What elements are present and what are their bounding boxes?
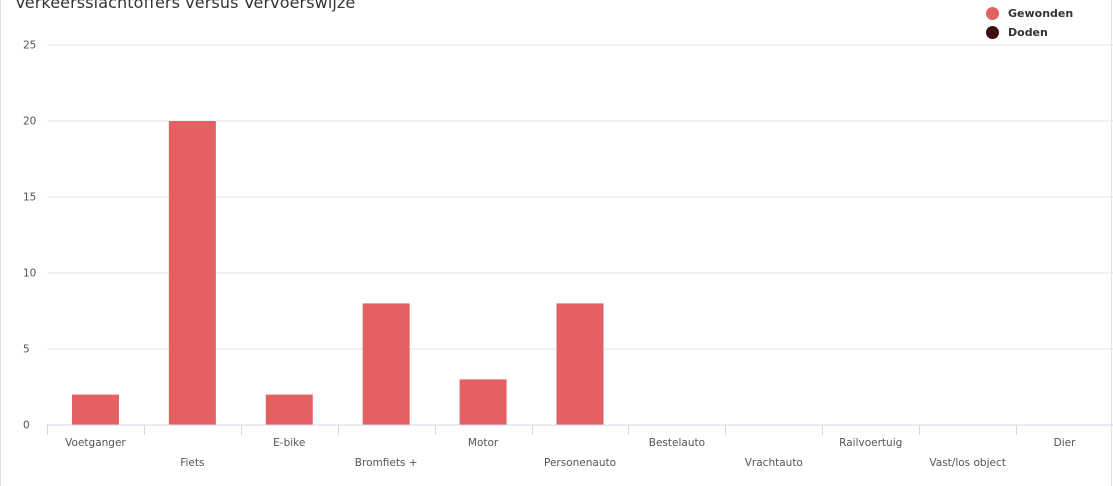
- bar-gewonden-bromfiets-: [362, 303, 410, 425]
- x-tick-label: Dier: [1054, 437, 1076, 449]
- legend-swatch-doden: [986, 26, 999, 39]
- legend-label-doden: Doden: [1008, 26, 1048, 39]
- legend-swatch-gewonden: [986, 7, 999, 20]
- y-tick-label: 25: [23, 40, 36, 52]
- x-tick-label: Vast/los object: [929, 457, 1005, 469]
- bar-gewonden-personenauto: [556, 303, 604, 425]
- bar-gewonden-fiets: [168, 121, 216, 425]
- bar-gewonden-e-bike: [265, 394, 313, 425]
- x-tick-label: Vrachtauto: [745, 457, 803, 469]
- legend-label-gewonden: Gewonden: [1008, 7, 1074, 20]
- bar-gewonden-motor: [459, 379, 507, 425]
- x-axis: Voetganger Fiets E-bike Bromfiets + Motor Per…: [47, 424, 1113, 469]
- x-tick-label: Bromfiets +: [355, 457, 418, 469]
- y-axis: 0 5 10 15 20 25: [23, 40, 36, 432]
- x-tick-label: Voetganger: [65, 437, 126, 449]
- bars: [71, 121, 604, 425]
- chart-legend: Gewonden Doden: [986, 4, 1073, 42]
- legend-item-gewonden[interactable]: Gewonden: [986, 4, 1073, 23]
- y-tick-label: 15: [23, 192, 36, 204]
- x-tick-label: Fiets: [180, 457, 204, 469]
- chart-title: Verkeersslachtoffers versus Vervoerswijz…: [15, 0, 356, 12]
- x-tick-label: Bestelauto: [649, 437, 705, 449]
- y-tick-label: 5: [23, 344, 30, 356]
- y-tick-label: 20: [23, 116, 36, 128]
- x-tick-label: Railvoertuig: [839, 437, 902, 449]
- legend-item-doden[interactable]: Doden: [986, 23, 1073, 42]
- y-tick-label: 0: [23, 420, 30, 432]
- bar-gewonden-voetganger: [71, 394, 119, 425]
- x-tick-label: Personenauto: [544, 457, 616, 469]
- y-tick-label: 10: [23, 268, 36, 280]
- x-tick-label: Motor: [468, 437, 499, 449]
- x-tick-label: E-bike: [273, 437, 305, 449]
